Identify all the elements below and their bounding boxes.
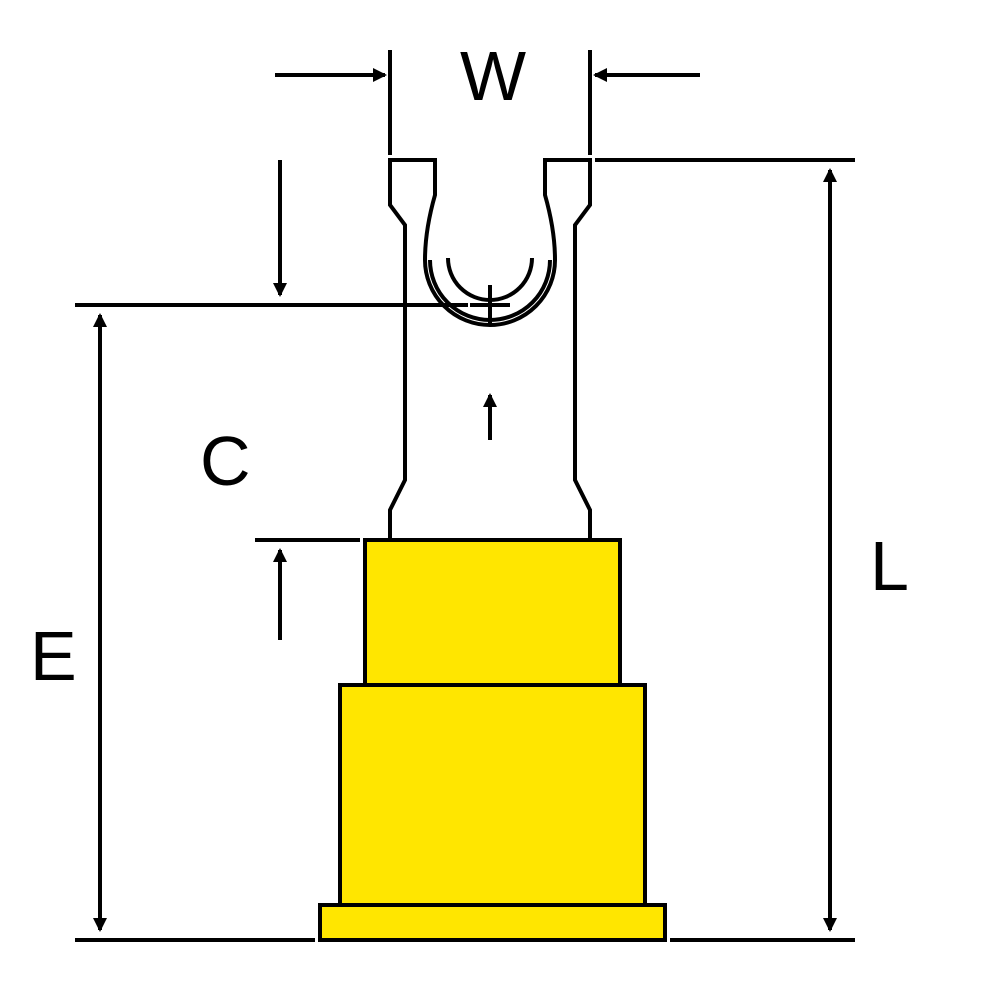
dimension-c: C [200,160,360,640]
barrel-group [320,540,665,940]
dimension-diagram: W L E C [0,0,1000,1000]
dimension-w: W [275,37,700,155]
label-l: L [870,527,909,605]
label-e: E [30,617,77,695]
label-c: C [200,422,251,500]
fork-group [390,160,590,540]
label-w: W [460,37,526,115]
